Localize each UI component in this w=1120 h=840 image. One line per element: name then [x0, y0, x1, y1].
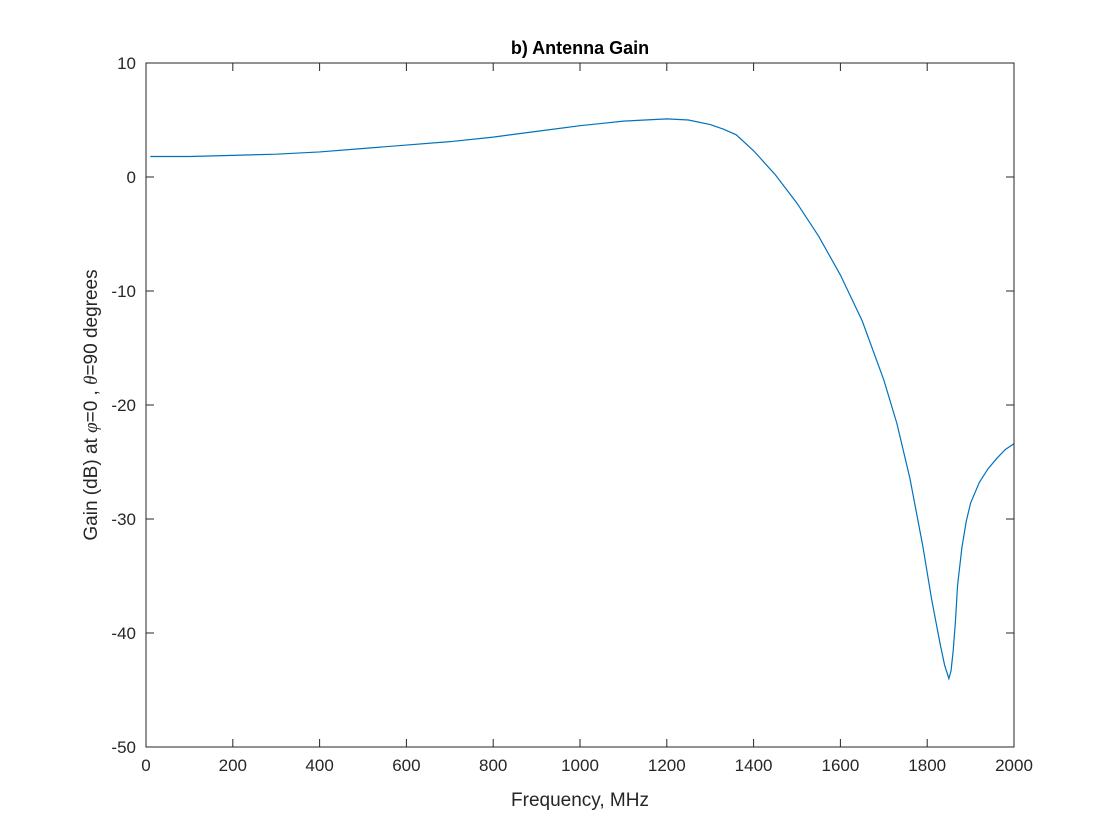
plot-area: [146, 63, 1014, 747]
y-axis-label-part1: Gain (dB) at: [81, 433, 102, 541]
x-tick-label: 1600: [821, 756, 859, 775]
x-tick-label: 1000: [561, 756, 599, 775]
y-axis-label-phi: φ: [81, 422, 102, 433]
x-tick-label: 1200: [648, 756, 686, 775]
y-tick-label: -30: [111, 510, 136, 529]
x-tick-label: 0: [141, 756, 150, 775]
y-axis-label-part3: =90 degrees: [81, 269, 102, 375]
x-tick-label: 200: [219, 756, 247, 775]
x-tick-label: 400: [305, 756, 333, 775]
y-axis-label-part2: =0 ,: [81, 385, 102, 423]
x-tick-label: 600: [392, 756, 420, 775]
x-tick-label: 2000: [995, 756, 1033, 775]
y-tick-label: -50: [111, 738, 136, 757]
x-tick-label: 1800: [908, 756, 946, 775]
x-tick-label: 800: [479, 756, 507, 775]
y-tick-label: -40: [111, 624, 136, 643]
y-tick-label: 0: [127, 168, 136, 187]
y-tick-label: -10: [111, 282, 136, 301]
series-line: [150, 118, 1015, 681]
x-axis-label: Frequency, MHz: [511, 790, 649, 811]
y-axis-label-theta: θ: [81, 376, 102, 385]
y-tick-label: -20: [111, 396, 136, 415]
axes-box: [145, 62, 1015, 748]
y-axis-label: Gain (dB) at φ=0 , θ=90 degrees: [81, 269, 102, 540]
x-tick-label: 1400: [735, 756, 773, 775]
ticks: 0 200 400 600 800 1000 1200 1400 1600 1800 2000 10 0…: [111, 54, 1032, 775]
chart-title: b) Antenna Gain: [511, 38, 649, 58]
y-tick-label: 10: [117, 54, 136, 73]
